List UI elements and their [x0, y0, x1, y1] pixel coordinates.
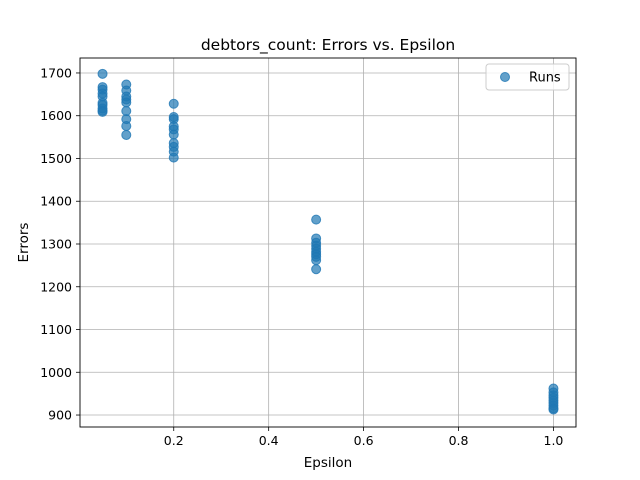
- points-layer: [97, 68, 559, 415]
- data-point: [548, 404, 559, 415]
- data-point: [97, 68, 108, 79]
- y-tick-label: 1500: [40, 151, 72, 166]
- data-point: [311, 214, 322, 225]
- data-point: [121, 97, 132, 108]
- data-point: [97, 106, 108, 117]
- data-point: [121, 120, 132, 131]
- legend-marker: [500, 72, 510, 82]
- y-tick-label: 1100: [40, 322, 72, 337]
- legend-box: [485, 63, 570, 91]
- data-point: [311, 255, 322, 266]
- y-axis-label: Errors: [16, 223, 32, 263]
- x-tick-label: 0.6: [354, 433, 374, 448]
- y-tick-label: 1300: [40, 236, 72, 251]
- grid-layer: [80, 58, 576, 427]
- plot-area: [80, 58, 576, 427]
- x-tick-label: 0.4: [259, 433, 279, 448]
- y-tick-label: 1700: [40, 65, 72, 80]
- x-tick-label: 0.8: [449, 433, 469, 448]
- data-point: [168, 98, 179, 109]
- data-point: [121, 129, 132, 140]
- y-tick-label: 900: [48, 408, 72, 423]
- data-point: [168, 129, 179, 140]
- legend: Runs: [485, 63, 570, 91]
- x-axis-label: Epsilon: [304, 455, 352, 471]
- y-tick-label: 1600: [40, 108, 72, 123]
- chart-title: debtors_count: Errors vs. Epsilon: [201, 36, 455, 55]
- plot-frame: [79, 57, 577, 428]
- ticks-layer: 0.2 0.4 0.6 0.8 1.0 900 1000 1100 1200 1300 1400 15…: [40, 65, 563, 448]
- data-point: [168, 152, 179, 163]
- y-tick-label: 1400: [40, 194, 72, 209]
- x-tick-label: 0.2: [164, 433, 184, 448]
- data-point: [311, 264, 322, 275]
- legend-label-runs: Runs: [529, 71, 561, 86]
- y-tick-label: 1200: [40, 279, 72, 294]
- y-tick-label: 1000: [40, 365, 72, 380]
- x-tick-label: 1.0: [544, 433, 564, 448]
